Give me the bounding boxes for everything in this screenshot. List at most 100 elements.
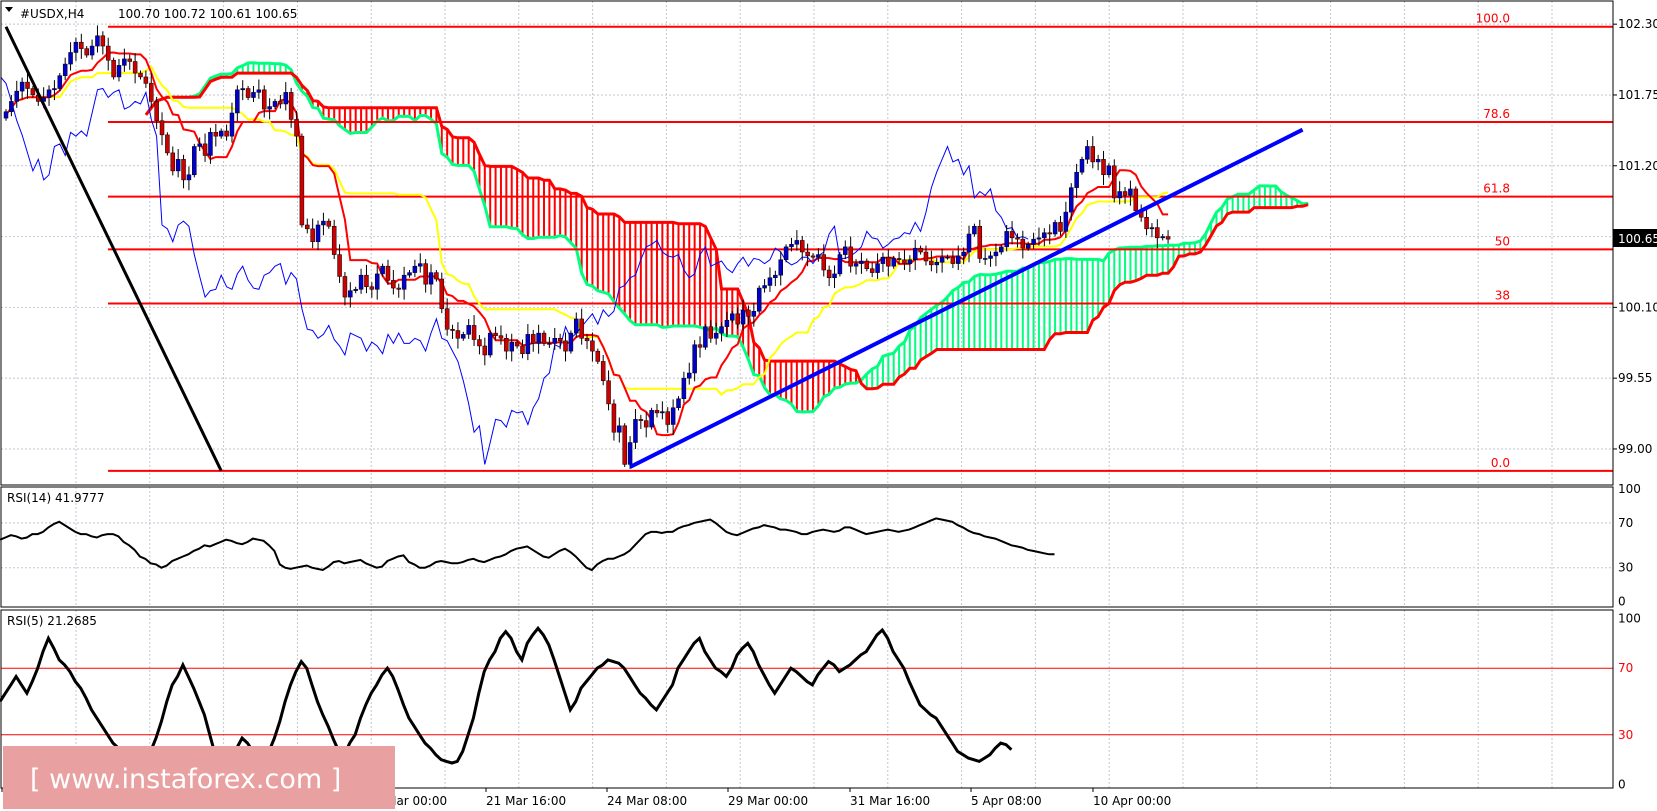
candle	[450, 328, 455, 331]
candle	[638, 419, 644, 421]
candle	[235, 89, 240, 114]
candle	[713, 332, 719, 339]
candle	[288, 92, 294, 120]
candle	[1155, 227, 1160, 239]
candle	[832, 273, 837, 279]
candle	[369, 286, 375, 290]
candle	[202, 143, 208, 156]
candle	[703, 326, 708, 348]
candle	[9, 101, 14, 112]
candle	[627, 442, 633, 465]
candle	[929, 260, 934, 266]
current-price-label: 100.65	[1618, 232, 1657, 246]
candle	[79, 41, 84, 49]
candle	[84, 48, 89, 56]
candle	[530, 334, 536, 344]
candle	[977, 226, 983, 259]
candle	[810, 255, 816, 258]
candle	[692, 344, 697, 374]
candle	[68, 52, 73, 65]
candle	[466, 325, 471, 335]
candle	[805, 251, 810, 257]
candle	[1068, 187, 1074, 213]
candle	[310, 228, 315, 242]
candle	[934, 262, 939, 266]
candle	[89, 45, 95, 56]
candle	[982, 258, 988, 260]
candle	[826, 269, 832, 279]
candle	[853, 263, 859, 267]
candle	[794, 240, 800, 245]
candle	[181, 159, 186, 181]
time-axis-label: 24 Mar 08:00	[607, 794, 687, 808]
rsi14-panel-frame	[0, 486, 1614, 608]
candle	[391, 280, 396, 289]
candle	[740, 309, 746, 325]
candle	[493, 332, 498, 336]
candle	[240, 88, 245, 91]
rsi5-axis-tick: 100	[1618, 611, 1641, 625]
candle	[1025, 244, 1031, 249]
price-axis-tick: 100.10	[1618, 300, 1657, 314]
candle	[643, 420, 649, 428]
candle	[676, 398, 681, 409]
candle	[315, 224, 321, 242]
candle	[708, 326, 714, 339]
candle	[122, 58, 127, 66]
candle	[1085, 146, 1090, 160]
rsi14-axis-tick: 100	[1618, 482, 1641, 496]
candle	[30, 88, 36, 96]
trend-line-bearish[interactable]	[4, 26, 223, 472]
candle	[412, 265, 418, 273]
candle	[396, 287, 401, 290]
candle	[584, 338, 590, 342]
trend-lines[interactable]	[4, 26, 1304, 472]
candle	[988, 255, 993, 259]
fibonacci-levels[interactable]: 100.0 78.6 61.8 50 38 0.0	[108, 12, 1613, 472]
candle	[880, 256, 886, 264]
candle	[859, 260, 864, 264]
grid	[1, 1, 1613, 788]
candle	[783, 246, 789, 260]
candle	[552, 338, 558, 344]
watermark-box	[3, 746, 395, 809]
price-candles	[3, 25, 1171, 469]
candle	[950, 256, 956, 264]
candle	[154, 101, 159, 121]
candle	[353, 289, 358, 291]
candle	[175, 159, 181, 172]
candle	[374, 273, 380, 290]
candle	[105, 45, 111, 61]
candle	[875, 263, 880, 273]
candle	[138, 72, 143, 78]
candle	[380, 265, 385, 275]
candle	[132, 61, 138, 74]
candle	[918, 247, 923, 253]
candle	[1047, 232, 1052, 235]
candle	[751, 310, 757, 317]
candle	[509, 341, 514, 352]
time-axis-label: 10 Apr 00:00	[1093, 794, 1171, 808]
trend-line-bullish[interactable]	[629, 127, 1304, 469]
rsi14-axis-tick: 70	[1618, 516, 1633, 530]
candle	[557, 338, 563, 342]
candle	[1074, 171, 1079, 188]
candle	[331, 226, 337, 255]
candle	[923, 251, 929, 262]
menu-triangle-icon[interactable]	[5, 7, 13, 12]
candle	[1052, 222, 1058, 235]
candle	[186, 174, 192, 181]
candle	[439, 278, 445, 309]
candle	[606, 380, 611, 405]
candle	[912, 247, 918, 260]
candle	[46, 89, 52, 98]
candle	[111, 59, 116, 78]
candle	[617, 425, 622, 433]
candle	[719, 326, 724, 334]
rsi14-label: RSI(14) 41.9777	[7, 491, 105, 505]
candle	[1128, 188, 1133, 196]
price-axis-tick: 99.55	[1618, 371, 1652, 385]
candle	[170, 152, 176, 172]
candle	[342, 276, 348, 298]
